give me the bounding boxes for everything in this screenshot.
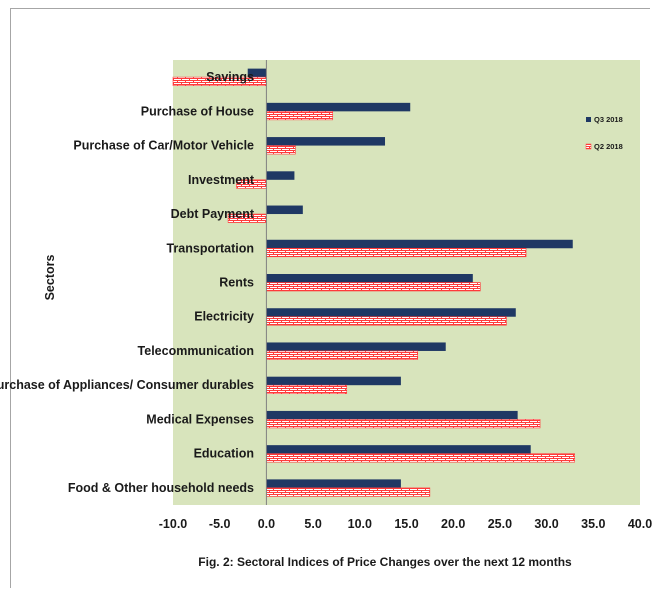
category-label-purchase-of-appliances-consumer-durables: Purchase of Appliances/ Consumer durable… (0, 378, 254, 392)
x-tick-label: 0.0 (258, 517, 275, 531)
bar-q3-2018-transportation (266, 239, 573, 249)
figure-caption: Fig. 2: Sectoral Indices of Price Change… (198, 555, 572, 569)
bar-q3-2018-purchase-of-house (266, 102, 411, 112)
category-label-purchase-of-car-motor-vehicle: Purchase of Car/Motor Vehicle (73, 139, 254, 153)
bar-q2-2018-education (266, 453, 575, 463)
bar-q3-2018-purchase-of-appliances-consumer-durables (266, 376, 401, 386)
bar-q3-2018-telecommunication (266, 342, 446, 351)
category-label-food-other-household-needs: Food & Other household needs (68, 481, 254, 495)
x-tick-label: 20.0 (441, 517, 465, 531)
category-label-purchase-of-house: Purchase of House (141, 104, 254, 118)
category-label-electricity: Electricity (194, 310, 254, 324)
chart-frame (10, 8, 650, 588)
bar-q3-2018-electricity (266, 308, 516, 317)
x-tick-label: 40.0 (628, 517, 652, 531)
legend-swatch-q2-2018 (585, 143, 592, 150)
x-tick-label: 25.0 (488, 517, 512, 531)
category-label-savings: Savings (206, 70, 254, 84)
bar-q2-2018-food-other-household-needs (266, 487, 431, 497)
x-tick-label: 15.0 (394, 517, 418, 531)
bar-q3-2018-medical-expenses (266, 410, 518, 420)
bar-q2-2018-electricity (266, 316, 507, 326)
x-tick-label: 5.0 (304, 517, 321, 531)
bar-q3-2018-rents (266, 274, 473, 283)
bar-q2-2018-purchase-of-house (266, 111, 334, 121)
category-label-transportation: Transportation (166, 241, 254, 255)
bar-q3-2018-savings (247, 68, 267, 78)
legend: Q3 2018 Q2 2018 (585, 115, 623, 151)
category-label-investment: Investment (188, 173, 255, 187)
category-label-medical-expenses: Medical Expenses (146, 412, 254, 426)
category-label-debt-payment: Debt Payment (171, 207, 255, 221)
category-label-education: Education (194, 447, 254, 461)
bar-q2-2018-medical-expenses (266, 419, 541, 429)
bar-q2-2018-purchase-of-car-motor-vehicle (266, 145, 296, 155)
x-tick-label: 35.0 (581, 517, 605, 531)
category-label-telecommunication: Telecommunication (138, 344, 254, 358)
legend-swatch-q3-2018 (586, 117, 591, 122)
x-tick-label: -10.0 (159, 517, 188, 531)
category-label-rents: Rents (219, 276, 254, 290)
bar-q3-2018-education (266, 445, 531, 454)
y-axis-title: Sectors (43, 255, 57, 301)
bar-q3-2018-debt-payment (266, 205, 303, 215)
x-tick-label: 30.0 (534, 517, 558, 531)
bar-q2-2018-purchase-of-appliances-consumer-durables (266, 384, 348, 394)
bar-q3-2018-purchase-of-car-motor-vehicle (266, 137, 386, 146)
bar-q3-2018-food-other-household-needs (266, 479, 401, 488)
legend-label-q2-2018: Q2 2018 (594, 142, 623, 151)
bar-q2-2018-rents (266, 282, 481, 292)
x-tick-label: 10.0 (348, 517, 372, 531)
x-tick-label: -5.0 (209, 517, 231, 531)
bar-q3-2018-investment (266, 171, 295, 180)
bar-q2-2018-telecommunication (266, 350, 419, 360)
legend-label-q3-2018: Q3 2018 (594, 115, 623, 124)
bar-q2-2018-transportation (266, 247, 527, 258)
